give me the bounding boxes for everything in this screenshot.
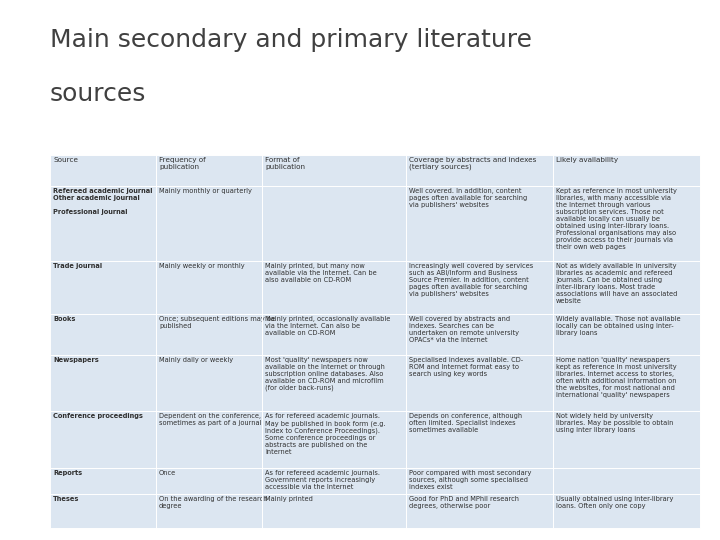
Text: Mainly weekly or monthly: Mainly weekly or monthly [159, 264, 245, 269]
Text: Once: Once [159, 470, 176, 476]
Bar [406, 186, 553, 261]
Bar [553, 468, 700, 494]
Text: Not as widely available in university
libraries as academic and refereed
journal: Not as widely available in university li… [556, 264, 678, 305]
Text: Increasingly well covered by services
such as ABI/Inform and Business
Source Pre: Increasingly well covered by services su… [409, 264, 533, 298]
Bar [156, 411, 262, 468]
Bar [50, 261, 156, 314]
Bar [156, 186, 262, 261]
Text: Home nation 'quality' newspapers
kept as reference in most university
libraries.: Home nation 'quality' newspapers kept as… [556, 356, 677, 397]
Text: Mainly daily or weekly: Mainly daily or weekly [159, 356, 233, 362]
Bar [156, 155, 262, 186]
Text: Conference proceedings: Conference proceedings [53, 413, 143, 420]
Text: Depends on conference, although
often limited. Specialist indexes
sometimes avai: Depends on conference, although often li… [409, 413, 522, 433]
Bar [50, 186, 156, 261]
Text: Frequency of
publication: Frequency of publication [159, 157, 206, 170]
Text: Source: Source [53, 157, 78, 163]
Text: Refereed academic journal
Other academic journal

Professional journal: Refereed academic journal Other academic… [53, 188, 153, 215]
Bar [50, 468, 156, 494]
Bar [50, 155, 156, 186]
Text: On the awarding of the research
degree: On the awarding of the research degree [159, 496, 268, 509]
Text: Coverage by abstracts and indexes
(tertiary sources): Coverage by abstracts and indexes (terti… [409, 157, 536, 171]
Bar [262, 355, 406, 411]
Text: Well covered by abstracts and
indexes. Searches can be
undertaken on remote univ: Well covered by abstracts and indexes. S… [409, 316, 519, 343]
Text: Poor compared with most secondary
sources, although some specialised
indexes exi: Poor compared with most secondary source… [409, 470, 531, 490]
Bar [262, 186, 406, 261]
Bar [50, 314, 156, 355]
Bar [262, 261, 406, 314]
Text: sources: sources [50, 82, 146, 106]
Text: Dependent on the conference,
sometimes as part of a journal: Dependent on the conference, sometimes a… [159, 413, 261, 427]
Text: Well covered. In addition, content
pages often available for searching
via publi: Well covered. In addition, content pages… [409, 188, 527, 208]
Text: Good for PhD and MPhil research
degrees, otherwise poor: Good for PhD and MPhil research degrees,… [409, 496, 519, 509]
Bar [262, 494, 406, 528]
Text: As for refereed academic journals.
Government reports increasingly
accessible vi: As for refereed academic journals. Gover… [265, 470, 380, 490]
Bar [156, 314, 262, 355]
Bar [406, 355, 553, 411]
Text: Kept as reference in most university
libraries, with many accessible via
the Int: Kept as reference in most university lib… [556, 188, 677, 251]
Bar [156, 261, 262, 314]
Bar [553, 261, 700, 314]
Bar [553, 186, 700, 261]
Bar [553, 355, 700, 411]
Bar [262, 155, 406, 186]
Bar [262, 468, 406, 494]
Text: Not widely held by university
libraries. May be possible to obtain
using inter l: Not widely held by university libraries.… [556, 413, 673, 433]
Text: As for refereed academic journals.
May be published in book form (e.g.
Index to : As for refereed academic journals. May b… [265, 413, 386, 455]
Text: Once; subsequent editions may be
published: Once; subsequent editions may be publish… [159, 316, 275, 329]
Bar [50, 494, 156, 528]
Bar [553, 411, 700, 468]
Text: Format of
publication: Format of publication [265, 157, 305, 170]
Text: Likely availability: Likely availability [556, 157, 618, 163]
Bar [406, 314, 553, 355]
Bar [262, 411, 406, 468]
Bar [50, 411, 156, 468]
Text: Mainly printed: Mainly printed [265, 496, 313, 502]
Text: Mainly printed, occasionally available
via the Internet. Can also be
available o: Mainly printed, occasionally available v… [265, 316, 390, 336]
Bar [553, 494, 700, 528]
Text: Trade journal: Trade journal [53, 264, 102, 269]
Bar [50, 355, 156, 411]
Bar [406, 155, 553, 186]
Bar [406, 411, 553, 468]
Text: Most 'quality' newspapers now
available on the Internet or through
subscription : Most 'quality' newspapers now available … [265, 356, 385, 391]
Text: Mainly monthly or quarterly: Mainly monthly or quarterly [159, 188, 252, 194]
Text: Widely available. Those not available
locally can be obtained using inter-
libra: Widely available. Those not available lo… [556, 316, 680, 336]
Bar [262, 314, 406, 355]
Bar [553, 155, 700, 186]
Bar [406, 261, 553, 314]
Text: Mainly printed, but many now
available via the Internet. Can be
also available o: Mainly printed, but many now available v… [265, 264, 377, 284]
Text: Theses: Theses [53, 496, 79, 502]
Text: Reports: Reports [53, 470, 82, 476]
Bar [156, 494, 262, 528]
Bar [406, 468, 553, 494]
Text: Specialised indexes available. CD-
ROM and Internet format easy to
search using : Specialised indexes available. CD- ROM a… [409, 356, 523, 376]
Text: Newspapers: Newspapers [53, 356, 99, 362]
Bar [156, 468, 262, 494]
Text: Main secondary and primary literature: Main secondary and primary literature [50, 28, 532, 52]
Bar [156, 355, 262, 411]
Bar [406, 494, 553, 528]
Text: Books: Books [53, 316, 76, 322]
Bar [553, 314, 700, 355]
Text: Usually obtained using inter-library
loans. Often only one copy: Usually obtained using inter-library loa… [556, 496, 673, 509]
